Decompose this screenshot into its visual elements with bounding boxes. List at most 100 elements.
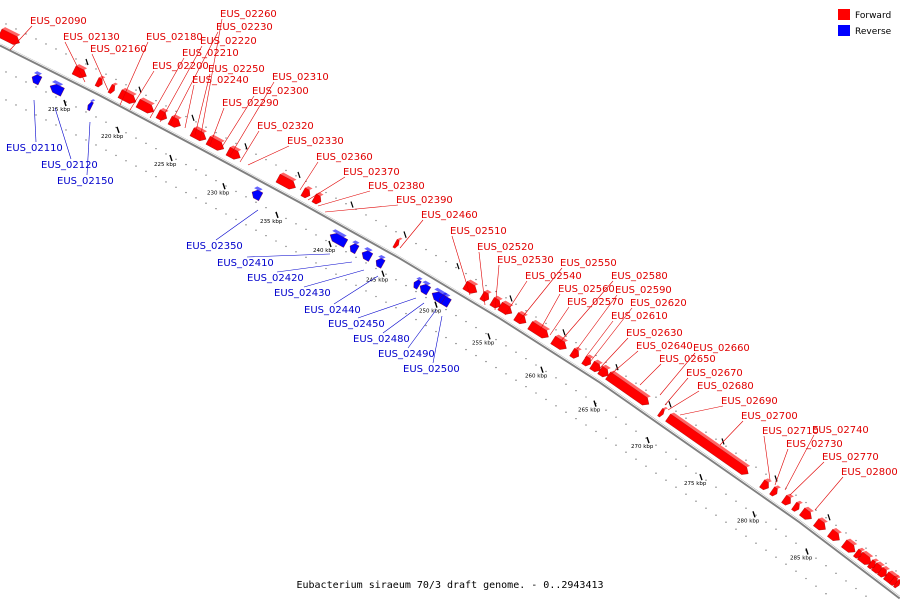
- forward-gene-block[interactable]: [813, 516, 830, 533]
- forward-gene-block[interactable]: [167, 113, 184, 129]
- forward-gene-label[interactable]: EUS_02580: [611, 271, 668, 282]
- forward-gene-label[interactable]: EUS_02530: [497, 255, 554, 266]
- forward-gene-label[interactable]: EUS_02510: [450, 226, 507, 237]
- forward-gene-block[interactable]: [155, 107, 170, 122]
- forward-gene-block[interactable]: [117, 87, 140, 106]
- forward-gene-block[interactable]: [781, 493, 794, 507]
- reverse-gene-label[interactable]: EUS_02350: [186, 241, 243, 252]
- forward-gene-block[interactable]: [759, 477, 772, 491]
- forward-gene-label[interactable]: EUS_02680: [697, 381, 754, 392]
- forward-gene-label[interactable]: EUS_02540: [525, 271, 582, 282]
- forward-gene-block[interactable]: [867, 557, 879, 570]
- reverse-gene-block[interactable]: [48, 79, 66, 97]
- forward-gene-label[interactable]: EUS_02220: [200, 36, 257, 47]
- reverse-gene-label[interactable]: EUS_02120: [41, 160, 98, 171]
- forward-gene-label[interactable]: EUS_02160: [90, 44, 147, 55]
- forward-gene-label[interactable]: EUS_02640: [636, 341, 693, 352]
- forward-gene-block[interactable]: [665, 411, 752, 477]
- forward-gene-block[interactable]: [569, 346, 583, 360]
- reverse-gene-label[interactable]: EUS_02450: [328, 319, 385, 330]
- reverse-gene-label[interactable]: EUS_02420: [247, 273, 304, 284]
- reverse-gene-block[interactable]: [374, 254, 387, 269]
- forward-gene-label[interactable]: EUS_02360: [316, 152, 373, 163]
- reverse-gene-label[interactable]: EUS_02500: [403, 364, 460, 375]
- forward-gene-block[interactable]: [479, 289, 493, 303]
- reverse-gene-block[interactable]: [86, 98, 96, 112]
- forward-gene-block[interactable]: [189, 125, 210, 143]
- forward-gene-block[interactable]: [225, 145, 244, 162]
- forward-gene-block[interactable]: [605, 369, 653, 408]
- reverse-gene-label[interactable]: EUS_02110: [6, 143, 63, 154]
- forward-gene-label[interactable]: EUS_02380: [368, 181, 425, 192]
- forward-gene-label[interactable]: EUS_02670: [686, 368, 743, 379]
- reverse-gene-label[interactable]: EUS_02480: [353, 334, 410, 345]
- reverse-gene-block[interactable]: [348, 239, 361, 255]
- forward-gene-label[interactable]: EUS_02560: [558, 284, 615, 295]
- forward-gene-block[interactable]: [275, 172, 299, 192]
- forward-gene-label[interactable]: EUS_02200: [152, 61, 209, 72]
- reverse-gene-block[interactable]: [250, 185, 265, 201]
- forward-gene-block[interactable]: [300, 185, 314, 199]
- forward-gene-block[interactable]: [107, 82, 118, 95]
- forward-gene-label[interactable]: EUS_02730: [786, 439, 843, 450]
- forward-gene-block[interactable]: [527, 319, 553, 341]
- reverse-gene-label[interactable]: EUS_02410: [217, 258, 274, 269]
- reverse-gene-block[interactable]: [418, 280, 433, 296]
- reverse-gene-label[interactable]: EUS_02430: [274, 288, 331, 299]
- forward-gene-label[interactable]: EUS_02710: [762, 426, 819, 437]
- forward-gene-block[interactable]: [462, 279, 481, 296]
- forward-gene-block[interactable]: [841, 537, 859, 555]
- forward-gene-label[interactable]: EUS_02230: [216, 22, 273, 33]
- forward-gene-block[interactable]: [769, 484, 781, 497]
- forward-gene-block[interactable]: [497, 300, 516, 317]
- forward-gene-label[interactable]: EUS_02210: [182, 48, 239, 59]
- forward-gene-label[interactable]: EUS_02770: [822, 452, 879, 463]
- forward-gene-block[interactable]: [135, 97, 158, 116]
- forward-gene-block[interactable]: [791, 500, 803, 513]
- forward-gene-block[interactable]: [589, 359, 605, 374]
- forward-gene-block[interactable]: [827, 527, 844, 544]
- forward-gene-block[interactable]: [205, 134, 228, 153]
- forward-gene-label[interactable]: EUS_02180: [146, 32, 203, 43]
- forward-gene-label[interactable]: EUS_02520: [477, 242, 534, 253]
- forward-gene-label[interactable]: EUS_02250: [208, 64, 265, 75]
- forward-gene-block[interactable]: [71, 63, 90, 80]
- forward-gene-label[interactable]: EUS_02330: [287, 136, 344, 147]
- forward-gene-label[interactable]: EUS_02390: [396, 195, 453, 206]
- forward-gene-block[interactable]: [597, 364, 613, 379]
- forward-gene-label[interactable]: EUS_02610: [611, 311, 668, 322]
- forward-gene-block[interactable]: [877, 565, 891, 579]
- reverse-gene-block[interactable]: [328, 228, 350, 248]
- forward-gene-label[interactable]: EUS_02700: [741, 411, 798, 422]
- forward-gene-label[interactable]: EUS_02290: [222, 98, 279, 109]
- forward-gene-label[interactable]: EUS_02130: [63, 32, 120, 43]
- forward-gene-label[interactable]: EUS_02740: [812, 425, 869, 436]
- reverse-gene-label[interactable]: EUS_02150: [57, 176, 114, 187]
- forward-gene-label[interactable]: EUS_02660: [693, 343, 750, 354]
- forward-gene-block[interactable]: [853, 547, 865, 560]
- reverse-gene-block[interactable]: [438, 292, 448, 305]
- forward-gene-block[interactable]: [889, 574, 900, 587]
- forward-gene-label[interactable]: EUS_02590: [615, 285, 672, 296]
- forward-gene-label[interactable]: EUS_02690: [721, 396, 778, 407]
- forward-gene-block[interactable]: [799, 506, 816, 523]
- forward-gene-label[interactable]: EUS_02090: [30, 16, 87, 27]
- forward-gene-label[interactable]: EUS_02630: [626, 328, 683, 339]
- forward-gene-block[interactable]: [550, 334, 571, 353]
- forward-gene-label[interactable]: EUS_02800: [841, 467, 898, 478]
- forward-gene-label[interactable]: EUS_02320: [257, 121, 314, 132]
- forward-gene-block[interactable]: [0, 26, 23, 47]
- reverse-gene-block[interactable]: [30, 70, 43, 86]
- forward-gene-block[interactable]: [581, 353, 595, 367]
- forward-gene-block[interactable]: [513, 310, 531, 327]
- forward-gene-label[interactable]: EUS_02570: [567, 297, 624, 308]
- forward-gene-label[interactable]: EUS_02460: [421, 210, 478, 221]
- forward-gene-label[interactable]: EUS_02650: [659, 354, 716, 365]
- forward-gene-label[interactable]: EUS_02240: [192, 75, 249, 86]
- forward-gene-label[interactable]: EUS_02260: [220, 9, 277, 20]
- forward-gene-label[interactable]: EUS_02550: [560, 258, 617, 269]
- reverse-gene-label[interactable]: EUS_02490: [378, 349, 435, 360]
- forward-gene-block[interactable]: [392, 237, 403, 250]
- forward-gene-label[interactable]: EUS_02310: [272, 72, 329, 83]
- forward-gene-block[interactable]: [893, 577, 900, 589]
